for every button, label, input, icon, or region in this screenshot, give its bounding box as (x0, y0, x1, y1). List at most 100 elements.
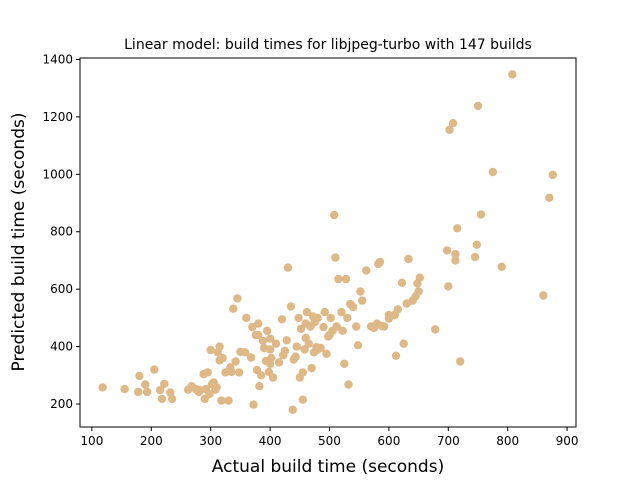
scatter-point (330, 210, 339, 220)
scatter-point (456, 357, 465, 366)
scatter-point (451, 256, 460, 265)
scatter-point (203, 368, 212, 377)
scatter-point (98, 383, 107, 392)
scatter-point (229, 304, 238, 313)
scatter-point (258, 336, 268, 346)
scatter-point (451, 249, 460, 259)
scatter-point (322, 349, 331, 358)
scatter-point (349, 302, 358, 312)
scatter-point (384, 310, 394, 320)
scatter-point (292, 342, 301, 351)
scatter-point (313, 345, 322, 354)
x-tick-label: 100 (80, 434, 103, 448)
scatter-point (255, 382, 264, 391)
scatter-point (344, 380, 353, 389)
scatter-point (150, 365, 159, 374)
y-tick-label: 200 (50, 397, 73, 411)
plot-frame (79, 57, 577, 428)
scatter-point (397, 278, 407, 287)
scatter-point (218, 353, 227, 363)
scatter-point (453, 224, 462, 233)
scatter-point (288, 405, 297, 414)
scatter-point (277, 315, 287, 324)
scatter-point (167, 394, 177, 404)
scatter-point (334, 274, 343, 284)
scatter-point (304, 339, 313, 348)
scatter-point (301, 319, 310, 328)
scatter-point (227, 367, 236, 377)
scatter-point (497, 262, 506, 271)
scatter-point (332, 322, 341, 331)
scatter-point (291, 352, 300, 361)
x-axis-label: Actual build time (seconds) (212, 457, 444, 477)
scatter-point (508, 70, 517, 79)
scatter-point (286, 302, 296, 311)
y-axis-label: Predicted build time (seconds) (9, 113, 29, 372)
scatter-point (414, 287, 423, 296)
scatter-point (472, 240, 481, 249)
scatter-point (156, 386, 165, 395)
x-tick-label: 500 (318, 434, 341, 448)
scatter-point (337, 307, 346, 317)
y-tick-label: 1000 (42, 167, 73, 181)
scatter-point (319, 322, 328, 332)
x-tick-label: 900 (556, 434, 579, 448)
scatter-point (340, 359, 349, 368)
scatter-point (353, 341, 363, 350)
scatter-point (141, 380, 150, 389)
scatter-point (391, 351, 401, 360)
scatter-point (473, 101, 483, 111)
x-tick-label: 300 (199, 434, 222, 448)
scatter-point (282, 336, 291, 345)
scatter-point (212, 383, 221, 392)
scatter-point (254, 319, 263, 328)
scatter-point (338, 326, 347, 335)
scatter-point (445, 125, 454, 134)
scatter-point (280, 346, 290, 356)
scatter-point (206, 345, 215, 355)
scatter-point (362, 266, 371, 275)
scatter-point (302, 307, 312, 317)
scatter-point (442, 246, 452, 255)
scatter-point (240, 348, 250, 357)
scatter-point (120, 384, 129, 394)
scatter-point (215, 342, 224, 351)
scatter-point (274, 358, 284, 367)
y-tick-label: 1200 (42, 110, 73, 124)
scatter-point (217, 396, 226, 405)
chart-title: Linear model: build times for libjpeg-tu… (124, 37, 532, 53)
scatter-point (548, 170, 557, 180)
scatter-point (224, 396, 233, 405)
x-tick-label: 600 (377, 434, 400, 448)
scatter-point (249, 400, 258, 409)
y-tick-label: 800 (50, 225, 73, 239)
x-tick-label: 800 (496, 434, 519, 448)
scatter-point (393, 305, 402, 314)
scatter-point (431, 325, 440, 334)
scatter-point (375, 257, 385, 267)
scatter-point (307, 363, 316, 373)
scatter-point (205, 389, 214, 399)
scatter-point (298, 395, 307, 404)
scatter-point (448, 119, 458, 128)
y-tick-label: 600 (50, 282, 73, 296)
scatter-point (399, 339, 408, 348)
scatter-point (271, 339, 281, 348)
y-tick-label: 400 (50, 340, 73, 354)
x-tick-label: 200 (140, 434, 163, 448)
scatter-point (444, 282, 453, 291)
scatter-point (298, 368, 307, 377)
scatter-point (488, 167, 497, 177)
scatter-point (157, 394, 167, 404)
scatter-point (246, 353, 256, 362)
scatter-point (160, 379, 169, 389)
scatter-point (300, 345, 309, 354)
scatter-point (265, 334, 275, 343)
scatter-point (242, 313, 251, 323)
scatter-point (254, 330, 263, 340)
x-tick-label: 700 (437, 434, 460, 448)
scatter-point (476, 210, 486, 219)
scatter-point (265, 345, 275, 354)
scatter-point (231, 357, 240, 366)
